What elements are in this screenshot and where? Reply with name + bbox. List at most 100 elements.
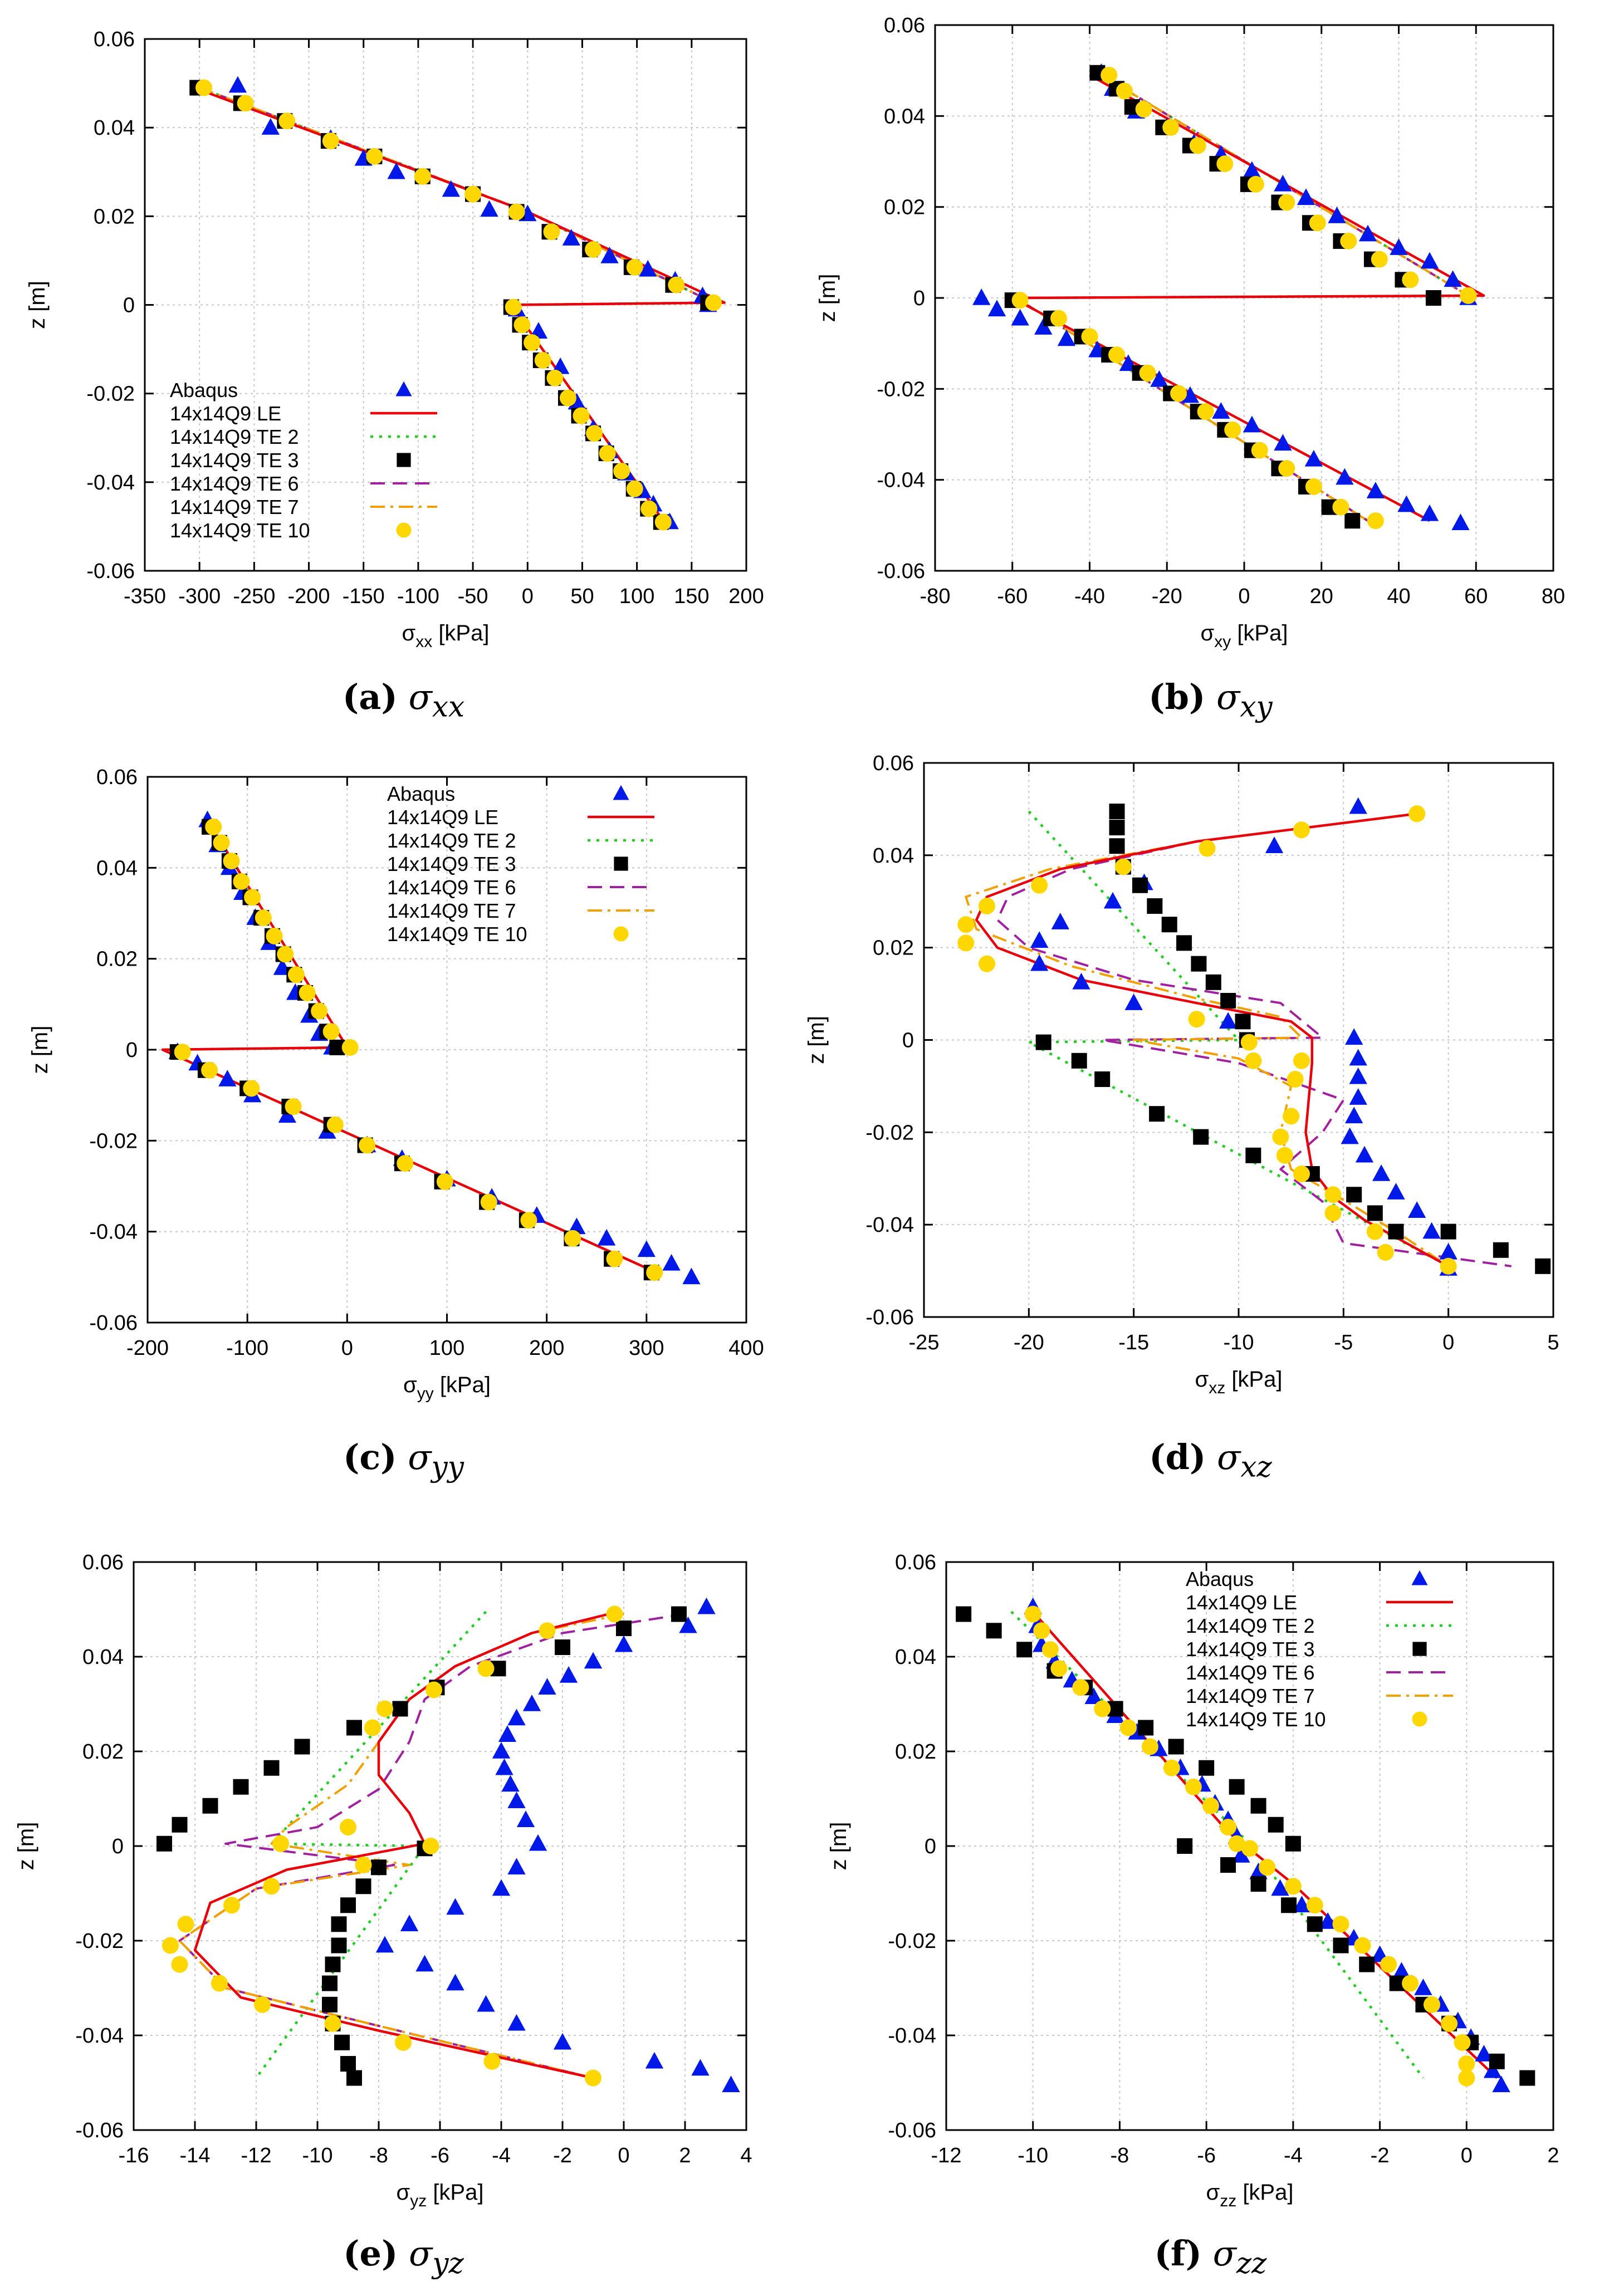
point-te10 bbox=[278, 112, 296, 130]
point-te10 bbox=[1287, 1070, 1304, 1088]
point-abaqus bbox=[507, 2014, 526, 2031]
point-te10 bbox=[1324, 1205, 1342, 1222]
caption-sigma-yz: (e) σyz bbox=[343, 2233, 464, 2280]
panel-sigma-yy: -200 -100 0 100 200 300 400 -0.06 -0.04 -0.02 0 0.0… bbox=[0, 743, 807, 1506]
y-tick-label: -0.02 bbox=[888, 1930, 936, 1953]
x-tick-label: -12 bbox=[931, 2144, 962, 2167]
y-axis-label: z [m] bbox=[826, 1822, 851, 1871]
x-tick-label: -2 bbox=[553, 2144, 572, 2167]
point-te3 bbox=[1205, 974, 1221, 990]
x-axis-label-subscript: yy bbox=[417, 1384, 434, 1403]
point-te10 bbox=[705, 294, 722, 311]
x-tick-label: 100 bbox=[429, 1337, 464, 1360]
point-te3 bbox=[1035, 1034, 1051, 1050]
point-abaqus bbox=[442, 180, 460, 197]
point-abaqus bbox=[1084, 1687, 1103, 1704]
point-abaqus bbox=[1274, 174, 1292, 192]
point-te3 bbox=[616, 1621, 632, 1636]
point-te10 bbox=[1278, 194, 1295, 211]
point-te10 bbox=[1216, 155, 1234, 173]
point-te10 bbox=[668, 276, 685, 293]
point-te10 bbox=[599, 445, 616, 462]
point-te10 bbox=[1163, 1759, 1180, 1776]
legend-label: 14x14Q9 TE 7 bbox=[1186, 1685, 1315, 1707]
point-te3 bbox=[1094, 1071, 1111, 1087]
x-axis-label-unit: [kPa] bbox=[1231, 621, 1288, 645]
legend-label: 14x14Q9 TE 7 bbox=[387, 899, 516, 922]
point-abaqus bbox=[697, 1597, 716, 1614]
x-tick-label: 20 bbox=[1310, 585, 1333, 608]
legend-label: 14x14Q9 TE 3 bbox=[1186, 1638, 1315, 1661]
x-axis-label-unit: [kPa] bbox=[1225, 1367, 1282, 1392]
point-te10 bbox=[1424, 1996, 1440, 2013]
point-te10 bbox=[543, 223, 560, 241]
point-te10 bbox=[1306, 1897, 1323, 1914]
point-te10 bbox=[464, 185, 482, 203]
point-te10 bbox=[341, 1039, 359, 1056]
data-layer bbox=[972, 63, 1485, 530]
point-te3 bbox=[1147, 898, 1163, 914]
panel-sigma-xy: -80 -60 -40 -20 0 20 40 60 80 -0.06 -0.04 -0.02 0 0.0… bbox=[807, 0, 1614, 735]
chart-sigma-zz: -12 -10 -8 -6 -4 -2 0 2 -0.06 -0.04 -0.02 0 0.02 0.04… bbox=[826, 1551, 1559, 2210]
point-te10 bbox=[1402, 271, 1419, 288]
point-abaqus bbox=[1408, 1201, 1426, 1218]
point-te10 bbox=[1371, 251, 1388, 268]
x-axis-label: σzz [kPa] bbox=[1206, 2180, 1294, 2210]
point-te3 bbox=[1193, 1129, 1209, 1145]
point-te3 bbox=[1359, 1956, 1375, 1972]
point-abaqus bbox=[1349, 1088, 1367, 1105]
point-abaqus bbox=[679, 1616, 697, 1633]
legend-label: 14x14Q9 LE bbox=[170, 402, 281, 425]
point-te3 bbox=[1176, 935, 1192, 951]
point-te10 bbox=[1114, 858, 1132, 875]
x-axis-label-subscript: yz bbox=[410, 2192, 427, 2210]
caption-sigma-yy: (c) σyy bbox=[343, 1437, 464, 1484]
point-te3 bbox=[202, 1798, 218, 1814]
point-te3 bbox=[263, 1760, 280, 1776]
point-abaqus bbox=[1304, 449, 1323, 467]
x-tick-label: -10 bbox=[302, 2144, 333, 2167]
point-abaqus bbox=[1124, 993, 1143, 1010]
x-tick-label: 0 bbox=[1461, 2144, 1473, 2167]
point-abaqus bbox=[446, 1898, 464, 1915]
point-te10 bbox=[1072, 1679, 1089, 1696]
point-abaqus bbox=[529, 322, 548, 339]
x-axis-label-unit: [kPa] bbox=[432, 621, 489, 645]
x-axis-label: σyy [kPa] bbox=[403, 1373, 491, 1403]
point-abaqus bbox=[637, 1240, 656, 1257]
x-tick-label: -50 bbox=[458, 585, 488, 608]
x-tick-label: -4 bbox=[1284, 2144, 1303, 2167]
x-tick-label: 0 bbox=[522, 585, 534, 608]
point-te10 bbox=[957, 934, 975, 952]
point-te10 bbox=[480, 1193, 497, 1211]
point-abaqus bbox=[1271, 1879, 1289, 1896]
legend-label: 14x14Q9 TE 10 bbox=[170, 519, 310, 542]
y-tick-label: 0.02 bbox=[873, 937, 914, 960]
x-tick-label: -60 bbox=[997, 585, 1028, 608]
point-te10 bbox=[287, 966, 305, 983]
point-te10 bbox=[1440, 1257, 1457, 1275]
point-abaqus bbox=[1390, 238, 1408, 255]
point-te10 bbox=[508, 203, 525, 221]
panel-sigma-zz: -12 -10 -8 -6 -4 -2 0 2 -0.06 -0.04 -0.02 0 0.02 0.04… bbox=[807, 1515, 1614, 2289]
point-te10 bbox=[1408, 805, 1426, 823]
x-axis-label: σxx [kPa] bbox=[402, 621, 490, 651]
ticks: -25 -20 -15 -10 -5 0 5 -0.06 -0.04 -0.02 0 0.02 0.04… bbox=[865, 752, 1559, 1354]
point-abaqus bbox=[1243, 415, 1261, 433]
point-te10 bbox=[559, 389, 576, 407]
point-abaqus bbox=[1336, 468, 1354, 485]
point-te10 bbox=[513, 316, 531, 334]
x-tick-label: -16 bbox=[119, 2144, 149, 2167]
x-tick-label: -350 bbox=[124, 585, 166, 608]
point-te3 bbox=[331, 1916, 347, 1932]
point-te3 bbox=[1245, 1147, 1261, 1163]
x-tick-label: -4 bbox=[492, 2144, 511, 2167]
legend-label: 14x14Q9 TE 6 bbox=[1186, 1661, 1315, 1684]
legend-label: 14x14Q9 TE 7 bbox=[170, 496, 299, 518]
point-abaqus bbox=[1345, 1028, 1363, 1045]
data-layer bbox=[156, 1597, 740, 2092]
point-te3 bbox=[334, 2034, 350, 2050]
point-te10 bbox=[1458, 2055, 1475, 2072]
point-abaqus bbox=[228, 76, 247, 93]
y-tick-label: -0.06 bbox=[877, 560, 925, 583]
